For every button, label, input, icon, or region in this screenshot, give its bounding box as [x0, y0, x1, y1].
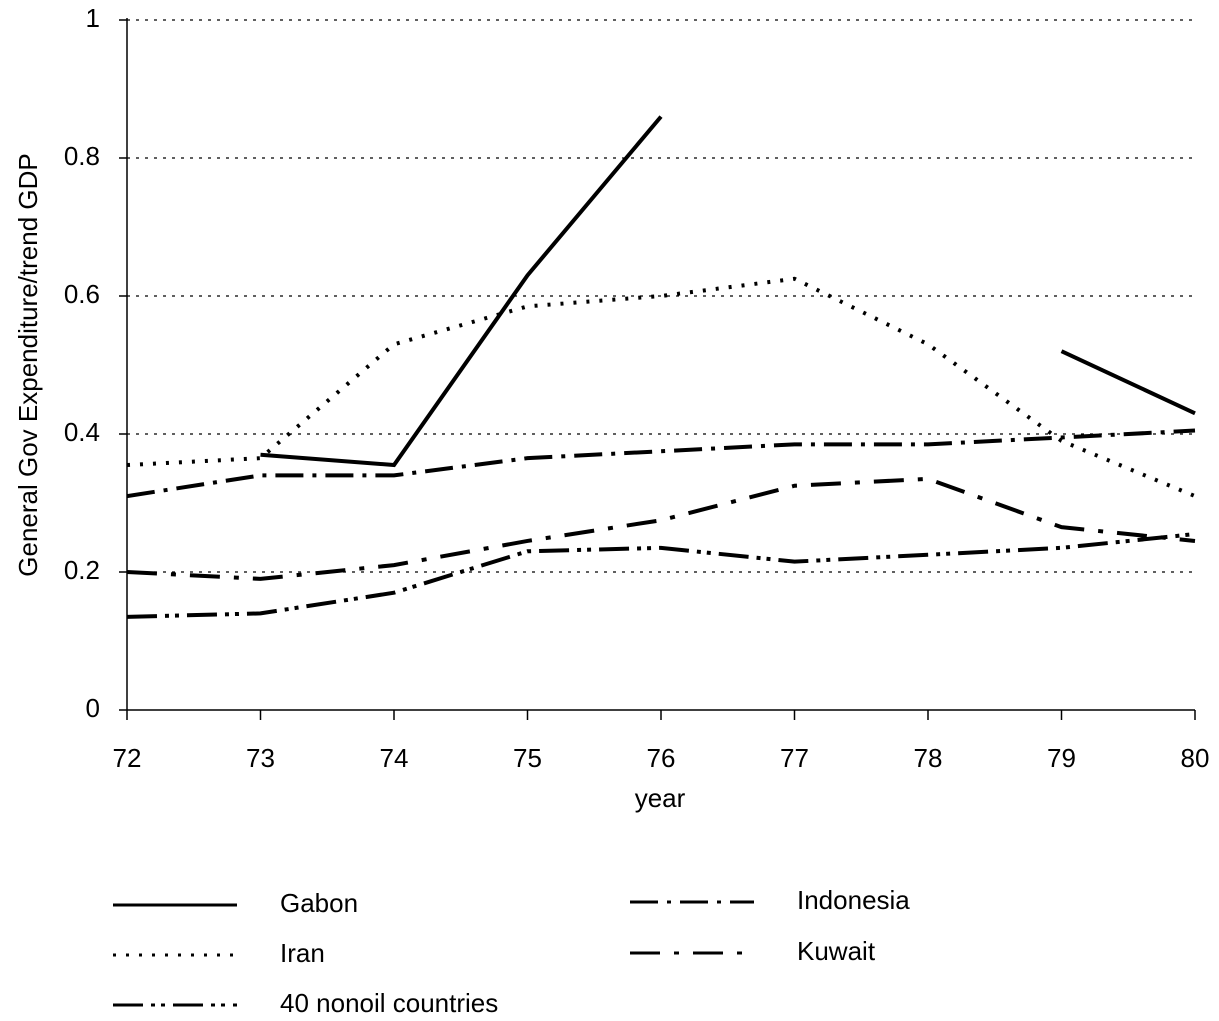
x-tick-label: 72 — [113, 743, 142, 773]
x-tick-label: 79 — [1047, 743, 1076, 773]
x-axis-label: year — [635, 783, 686, 813]
y-tick-label: 0.2 — [64, 555, 100, 585]
y-tick-label: 0.6 — [64, 279, 100, 309]
series-line — [126, 532, 1196, 619]
legend-label: Gabon — [280, 888, 358, 918]
series-line — [260, 115, 663, 468]
series-line — [126, 476, 1196, 581]
legend-label: Kuwait — [797, 936, 876, 966]
y-tick-label: 0.8 — [64, 141, 100, 171]
series-line — [1060, 349, 1196, 416]
x-tick-label: 75 — [513, 743, 542, 773]
series-line — [126, 428, 1196, 499]
legend-label: Indonesia — [797, 885, 910, 915]
x-tick-label: 77 — [780, 743, 809, 773]
legend-label: Iran — [280, 938, 325, 968]
x-tick-label: 78 — [914, 743, 943, 773]
x-tick-label: 73 — [246, 743, 275, 773]
y-tick-label: 0.4 — [64, 417, 100, 447]
x-tick-label: 76 — [647, 743, 676, 773]
legend-label: 40 nonoil countries — [280, 988, 498, 1018]
series-line — [126, 276, 1196, 498]
y-tick-label: 1 — [86, 3, 100, 33]
y-tick-label: 0 — [86, 693, 100, 723]
x-tick-label: 74 — [380, 743, 409, 773]
x-tick-label: 80 — [1181, 743, 1210, 773]
y-axis-label: General Gov Expenditure/trend GDP — [13, 153, 43, 576]
